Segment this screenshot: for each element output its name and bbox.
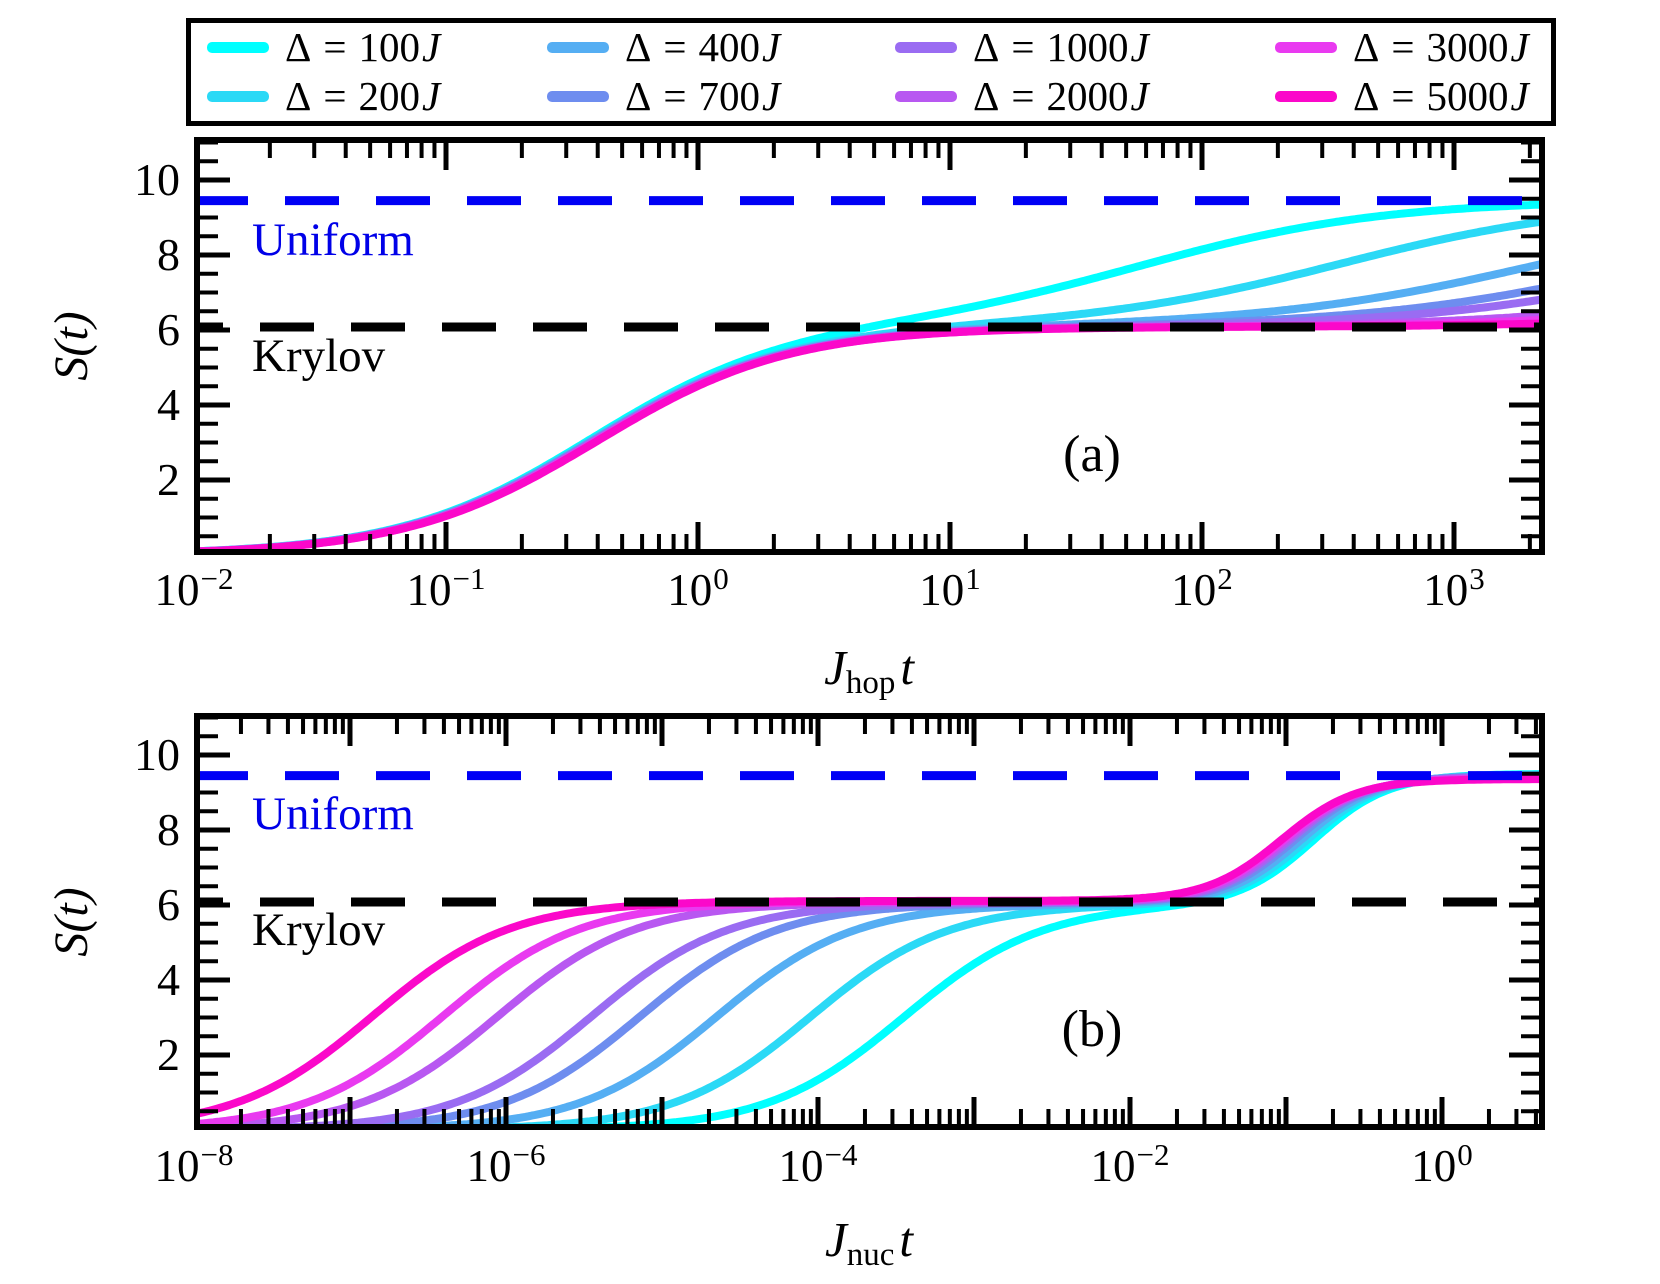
legend-entry-label: Δ = 700J xyxy=(625,73,781,119)
x-axis-label-a: Jhop t xyxy=(749,640,989,711)
plot-frame xyxy=(194,137,1545,555)
x-tick-label-1e-8: 10−8 xyxy=(154,1137,234,1191)
legend-swatch-100J xyxy=(207,42,269,53)
curve-200J xyxy=(194,770,1545,1130)
legend-entry-1000J: Δ = 1000J xyxy=(895,27,1275,68)
curve-3000J xyxy=(194,774,1545,1129)
legend-entry-label: Δ = 5000J xyxy=(1353,73,1529,119)
legend-entry-label: Δ = 3000J xyxy=(1353,24,1529,70)
x-tick-label-1e-4: 10−4 xyxy=(778,1137,858,1191)
legend-swatch-3000J xyxy=(1275,42,1337,53)
legend-swatch-2000J xyxy=(895,91,957,102)
x-tick-label-1e-2: 10−2 xyxy=(154,561,234,615)
plot-area-panel-a xyxy=(194,137,1545,555)
legend-entry-200J: Δ = 200J xyxy=(207,76,547,117)
legend-swatch-1000J xyxy=(895,42,957,53)
legend-entry-700J: Δ = 700J xyxy=(547,76,895,117)
legend: Δ = 100J Δ = 200J Δ = 400J Δ = 700J Δ = 1000J Δ = 2000J Δ =… xyxy=(186,18,1556,126)
y-tick-label-8: 8 xyxy=(157,804,180,855)
curve-3000J xyxy=(194,315,1545,555)
xlabel-b-variable: t xyxy=(899,1212,914,1267)
y-tick-label-6: 6 xyxy=(157,879,180,930)
legend-entry-400J: Δ = 400J xyxy=(547,27,895,68)
legend-swatch-400J xyxy=(547,42,609,53)
legend-entry-label: Δ = 200J xyxy=(285,73,441,119)
legend-entry-3000J: Δ = 3000J xyxy=(1275,27,1551,68)
legend-entry-5000J: Δ = 5000J xyxy=(1275,76,1551,117)
curve-100J xyxy=(194,770,1545,1130)
y-axis-label-a: S(t) xyxy=(45,311,98,381)
x-tick-label-1e-2: 10−2 xyxy=(1090,1137,1170,1191)
curve-100J xyxy=(194,200,1545,555)
legend-entry-label: Δ = 100J xyxy=(285,24,441,70)
curve-1000J xyxy=(194,772,1545,1130)
y-tick-label-10: 10 xyxy=(134,154,180,205)
curve-5000J xyxy=(194,319,1545,555)
curve-700J xyxy=(194,772,1545,1130)
legend-entry-100J: Δ = 100J xyxy=(207,27,547,68)
curve-400J xyxy=(194,259,1545,555)
legend-swatch-5000J xyxy=(1275,91,1337,102)
x-tick-label-1e-6: 10−6 xyxy=(466,1137,546,1191)
xlabel-b-subscript: nuc xyxy=(846,1237,895,1273)
legend-swatch-700J xyxy=(547,91,609,102)
curve-2000J xyxy=(194,773,1545,1130)
y-tick-label-4: 4 xyxy=(157,954,180,1005)
legend-swatch-200J xyxy=(207,91,269,102)
legend-entry-label: Δ = 1000J xyxy=(973,24,1149,70)
y-tick-label-2: 2 xyxy=(157,1029,180,1080)
x-tick-label-1e3: 103 xyxy=(1423,561,1485,615)
curve-5000J xyxy=(194,775,1545,1119)
y-tick-label-4: 4 xyxy=(157,379,180,430)
legend-entry-2000J: Δ = 2000J xyxy=(895,76,1275,117)
y-axis-label-b: S(t) xyxy=(45,887,98,957)
x-tick-label-1e-1: 10−1 xyxy=(406,561,486,615)
curve-400J xyxy=(194,771,1545,1130)
xlabel-a-symbol: J xyxy=(824,640,846,695)
plot-frame xyxy=(194,713,1545,1130)
curve-200J xyxy=(194,217,1545,555)
x-tick-label-1e1: 101 xyxy=(919,561,981,615)
x-tick-label-1e0: 100 xyxy=(667,561,729,615)
y-tick-label-2: 2 xyxy=(157,454,180,505)
y-tick-label-6: 6 xyxy=(157,304,180,355)
y-tick-label-8: 8 xyxy=(157,229,180,280)
y-tick-label-10: 10 xyxy=(134,729,180,780)
legend-entry-label: Δ = 400J xyxy=(625,24,781,70)
xlabel-b-symbol: J xyxy=(824,1212,847,1267)
x-tick-label-1e0: 100 xyxy=(1411,1137,1473,1191)
legend-entry-label: Δ = 2000J xyxy=(973,73,1149,119)
x-tick-label-1e2: 102 xyxy=(1171,561,1233,615)
xlabel-a-variable: t xyxy=(900,640,914,695)
curve-2000J xyxy=(194,311,1545,555)
plot-area-panel-b xyxy=(194,713,1545,1130)
x-axis-label-b: Jnuc t xyxy=(749,1212,989,1283)
xlabel-a-subscript: hop xyxy=(845,665,896,701)
